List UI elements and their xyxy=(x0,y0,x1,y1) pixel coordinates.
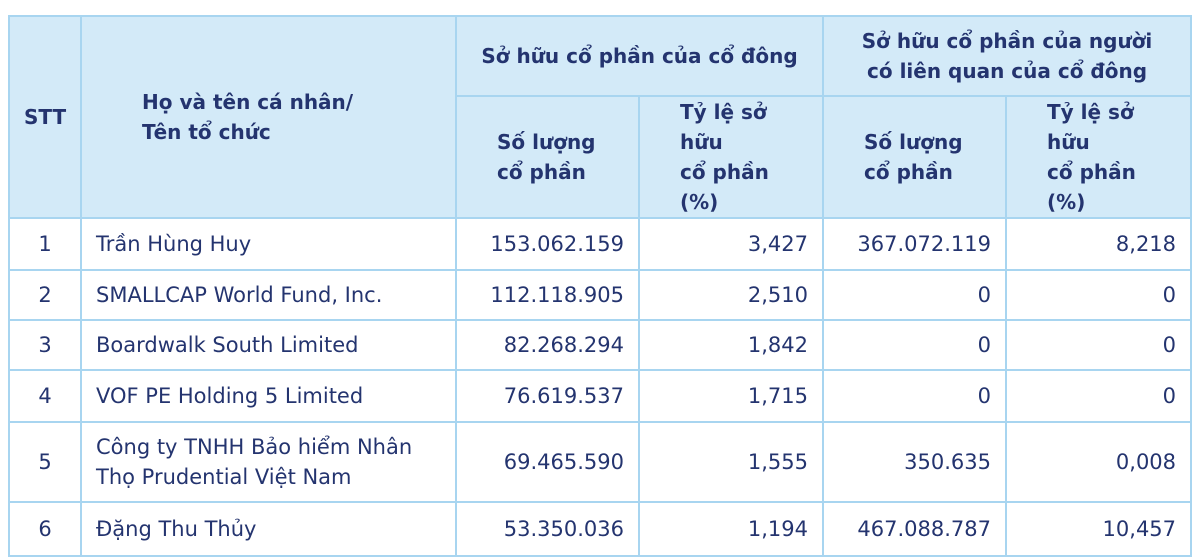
header-line: cổ phần (%) xyxy=(1047,160,1136,214)
table-cell: 3 xyxy=(8,319,82,371)
table-cell: 6 xyxy=(8,501,82,557)
table-row: 3 Boardwalk South Limited 82.268.294 1,842 0… xyxy=(8,319,1193,371)
shareholder-table: STT Họ và tên cá nhân/Tên tổ chức Sở hữu… xyxy=(8,15,1193,557)
table-cell: 2 xyxy=(8,269,82,321)
table-cell: 0 xyxy=(1005,269,1193,321)
table-cell: 350.635 xyxy=(822,421,1008,503)
header-cell: Họ và tên cá nhân/Tên tổ chức xyxy=(80,15,457,219)
table-row: 5 Công ty TNHH Bảo hiểm Nhân Thọ Prudenti… xyxy=(8,421,1193,503)
header-cell: STT xyxy=(8,15,82,219)
header-line: Tỷ lệ sở hữu xyxy=(1047,100,1134,154)
table-cell: 76.619.537 xyxy=(455,369,640,423)
header-cell: Tỷ lệ sở hữu cổ phần (%) xyxy=(1005,95,1193,219)
table-cell: 2,510 xyxy=(637,269,825,321)
table-cell: Trần Hùng Huy xyxy=(80,217,457,271)
header-row: STT Họ và tên cá nhân/Tên tổ chức Sở hữu… xyxy=(8,15,1193,219)
table-cell: 0 xyxy=(822,369,1008,423)
table-cell: 0 xyxy=(822,319,1008,371)
table-cell: Đặng Thu Thủy xyxy=(80,501,457,557)
header-cell: Số lượng cổ phần xyxy=(822,95,1008,219)
table-row: 4 VOF PE Holding 5 Limited 76.619.537 1,715… xyxy=(8,369,1193,423)
table-cell: 467.088.787 xyxy=(822,501,1008,557)
table-cell: 112.118.905 xyxy=(455,269,640,321)
header-line: Họ và tên cá nhân/ xyxy=(142,90,354,114)
table-cell: 69.465.590 xyxy=(455,421,640,503)
header-line: Tên tổ chức xyxy=(142,120,271,144)
table-head: STT Họ và tên cá nhân/Tên tổ chức Sở hữu… xyxy=(8,15,1193,219)
header-line: Số lượng xyxy=(864,130,963,154)
table-cell: 153.062.159 xyxy=(455,217,640,271)
table-cell: 1,842 xyxy=(637,319,825,371)
header-line: Số lượng xyxy=(497,130,596,154)
table-row: 6 Đặng Thu Thủy 53.350.036 1,194 467.088.787… xyxy=(8,501,1193,557)
header-line: cổ phần xyxy=(497,160,586,184)
table-cell: Boardwalk South Limited xyxy=(80,319,457,371)
table-cell: 1 xyxy=(8,217,82,271)
header-cell: Số lượng cổ phần xyxy=(455,95,640,219)
table-cell: 4 xyxy=(8,369,82,423)
table-cell: 0 xyxy=(1005,319,1193,371)
table-cell: 5 xyxy=(8,421,82,503)
header-line: Sở hữu cổ phần của người xyxy=(861,29,1153,53)
header-line: cổ phần (%) xyxy=(680,160,769,214)
table-body: 1 Trần Hùng Huy 153.062.159 3,427 367.072.11… xyxy=(8,217,1193,557)
table-cell: 8,218 xyxy=(1005,217,1193,271)
table-cell: 53.350.036 xyxy=(455,501,640,557)
table-cell: 3,427 xyxy=(637,217,825,271)
page: STT Họ và tên cá nhân/Tên tổ chức Sở hữu… xyxy=(8,15,1193,557)
header-line: có liên quan của cổ đông xyxy=(867,59,1148,83)
header-line: Tỷ lệ sở hữu xyxy=(680,100,767,154)
table-cell: 367.072.119 xyxy=(822,217,1008,271)
table-cell: 10,457 xyxy=(1005,501,1193,557)
table-wrap: STT Họ và tên cá nhân/Tên tổ chức Sở hữu… xyxy=(8,15,1193,557)
table-cell: 0,008 xyxy=(1005,421,1193,503)
table-cell: 0 xyxy=(1005,369,1193,423)
table-cell: VOF PE Holding 5 Limited xyxy=(80,369,457,423)
table-row: 1 Trần Hùng Huy 153.062.159 3,427 367.072.11… xyxy=(8,217,1193,271)
header-cell: Tỷ lệ sở hữu cổ phần (%) xyxy=(637,95,825,219)
table-cell: SMALLCAP World Fund, Inc. xyxy=(80,269,457,321)
header-cell: Sở hữu cổ phần của cổ đông xyxy=(454,15,825,97)
table-cell: 0 xyxy=(822,269,1008,321)
header-cell: Sở hữu cổ phần của người có liên quan của… xyxy=(822,15,1193,97)
header-row: Số lượng cổ phần Tỷ lệ sở hữu cổ phần (%) Số… xyxy=(9,95,1193,219)
table-cell: Công ty TNHH Bảo hiểm Nhân Thọ Prudentia… xyxy=(80,421,457,503)
table-cell: 1,194 xyxy=(637,501,825,557)
table-cell: 82.268.294 xyxy=(455,319,640,371)
table-row: 2 SMALLCAP World Fund, Inc. 112.118.905 2,5… xyxy=(8,269,1193,321)
table-cell: 1,555 xyxy=(637,421,825,503)
table-cell: 1,715 xyxy=(637,369,825,423)
header-line: cổ phần xyxy=(864,160,953,184)
